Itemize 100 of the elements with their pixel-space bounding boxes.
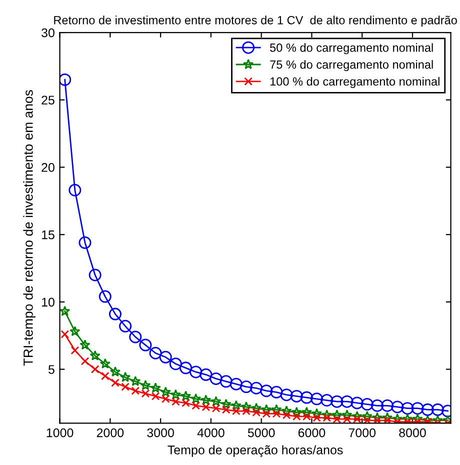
point [100, 358, 110, 369]
point [271, 404, 282, 414]
point [330, 395, 344, 408]
point [149, 346, 162, 360]
point [129, 330, 142, 344]
point [80, 357, 90, 366]
point [130, 376, 141, 386]
point [172, 397, 180, 406]
point [270, 386, 283, 398]
y-axis-title: TRI-tempo de retorno de investimento em anos [23, 90, 36, 366]
point [78, 236, 92, 249]
point [70, 326, 80, 336]
point [190, 393, 202, 404]
point [291, 406, 302, 418]
point [120, 372, 131, 382]
point [391, 400, 404, 414]
point [252, 408, 260, 417]
point [200, 394, 212, 405]
point [222, 406, 230, 414]
point [250, 402, 262, 413]
point [301, 406, 312, 418]
point [141, 389, 150, 398]
point [212, 404, 220, 412]
point [332, 410, 342, 420]
point [100, 372, 110, 380]
point [110, 366, 121, 377]
point [342, 410, 352, 420]
point [280, 388, 293, 402]
point [170, 389, 182, 400]
point [90, 350, 100, 360]
point [281, 405, 292, 416]
point [192, 401, 200, 410]
y-tick-label: 10 [42, 298, 54, 307]
point [160, 386, 171, 397]
x-tick-label: 6000 [298, 428, 326, 438]
point [161, 394, 170, 404]
x-tick-label: 7000 [348, 428, 376, 438]
point [169, 358, 182, 370]
point [320, 394, 334, 407]
y-tick-label: 15 [42, 230, 54, 240]
point [190, 366, 202, 378]
point [202, 402, 210, 412]
point [182, 398, 190, 408]
point [151, 392, 160, 400]
point [90, 365, 100, 374]
x-tick-label: 3000 [147, 428, 174, 438]
point [111, 378, 120, 387]
point [370, 399, 384, 412]
point [290, 390, 303, 402]
point [250, 382, 263, 394]
legend-label: 100 % do carregamento nominal [270, 76, 440, 88]
point [108, 308, 122, 320]
point [240, 380, 252, 394]
y-tick-label: 30 [42, 28, 54, 38]
x-axis-title: Tempo de operação horas/anos [168, 445, 343, 457]
point [80, 339, 90, 350]
point [350, 396, 364, 410]
point [210, 372, 222, 385]
legend-label: 75 % do carregamento nominal [270, 60, 433, 72]
point [131, 386, 140, 395]
point [60, 330, 70, 338]
point [88, 268, 102, 282]
point [282, 410, 291, 420]
point [139, 338, 152, 352]
point [260, 384, 273, 398]
point [230, 400, 242, 410]
point [311, 408, 322, 418]
y-tick-label: 5 [48, 365, 54, 374]
point [98, 290, 112, 303]
point [180, 362, 192, 374]
x-tick-label: 4000 [197, 428, 224, 438]
point [150, 382, 161, 393]
point [70, 346, 80, 355]
point [159, 350, 172, 364]
point [381, 399, 394, 412]
point [340, 395, 354, 408]
point [401, 402, 414, 415]
point [411, 402, 424, 415]
point [261, 404, 272, 414]
y-tick-label: 25 [42, 96, 54, 105]
point [300, 391, 313, 404]
x-tick-label: 8000 [399, 428, 426, 438]
point [68, 184, 82, 196]
point [360, 398, 374, 411]
x-tick-label: 5000 [248, 428, 275, 438]
point [220, 375, 232, 388]
point [60, 306, 70, 316]
point [220, 398, 232, 409]
point [310, 392, 324, 406]
x-tick-label: 2000 [96, 428, 124, 438]
point [60, 73, 72, 86]
point [180, 390, 192, 401]
point [140, 380, 151, 390]
point [200, 368, 212, 381]
point [421, 403, 434, 416]
point [210, 396, 222, 406]
point [230, 378, 242, 390]
chart-title: Retorno de investimento entre motores de 1 CV de alto rendimento e padrão [54, 16, 457, 27]
x-tick-label: 1000 [46, 428, 74, 438]
point [121, 382, 130, 391]
